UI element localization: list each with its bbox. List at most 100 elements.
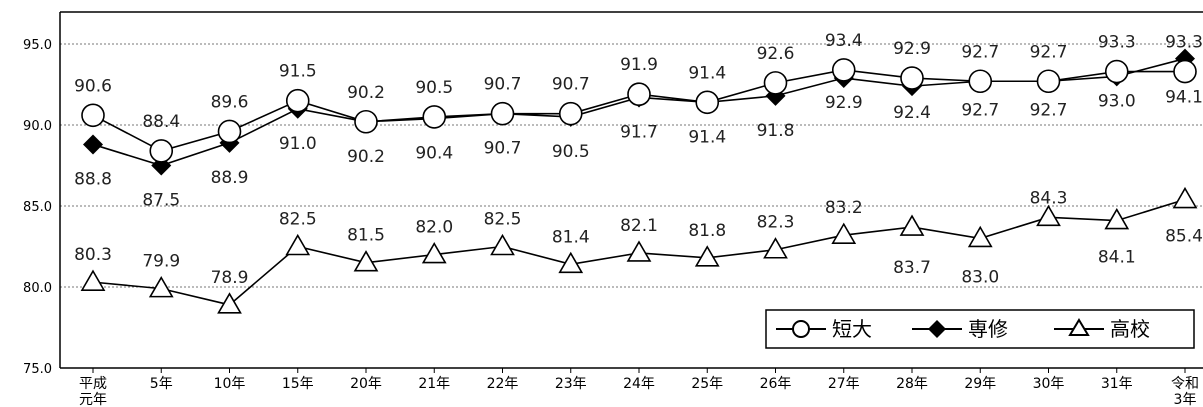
data-point-triangle: [1172, 186, 1198, 209]
data-label: 80.3: [74, 245, 112, 265]
data-point-circle: [354, 109, 378, 134]
x-tick-label-line: 20年: [350, 376, 382, 392]
data-point-circle: [217, 119, 242, 144]
y-tick-label: 90.0: [23, 119, 52, 134]
data-label: 89.6: [211, 92, 249, 112]
data-label: 91.5: [279, 62, 317, 82]
data-label: 91.9: [620, 55, 658, 75]
x-tick-label: 31年: [1101, 376, 1133, 392]
x-tick-label-line: 28年: [896, 376, 928, 392]
data-label: 90.5: [552, 142, 590, 162]
data-label: 91.4: [688, 63, 726, 83]
data-label: 82.1: [620, 216, 658, 236]
y-tick-label: 75.0: [23, 362, 52, 377]
data-point-circle: [490, 101, 515, 126]
data-point-circle: [285, 88, 310, 113]
legend-diamond-marker: [928, 320, 946, 338]
data-labels: 90.6 88.4 89.6 91.5 90.2 90.5 90.7 90.7 91.9 91.4…: [74, 31, 1203, 288]
x-tick-label: 27年: [828, 376, 860, 392]
x-tick-label-line: 22年: [487, 376, 519, 392]
data-label: 90.7: [552, 75, 590, 95]
x-tick-label-line: 23年: [555, 376, 587, 392]
data-label: 81.5: [347, 226, 385, 246]
legend-label: 短大: [832, 317, 872, 341]
data-label: 91.8: [757, 121, 795, 141]
x-tick-label: 24年: [623, 376, 655, 392]
data-point-triangle: [626, 240, 652, 262]
x-tick-label: 22年: [487, 376, 519, 392]
data-point-triangle: [967, 225, 993, 248]
x-tick-label-line: 平成: [79, 376, 107, 392]
data-label: 92.6: [757, 44, 795, 64]
legend-item-senshu: 専修: [912, 317, 1008, 341]
data-label: 82.3: [757, 213, 795, 233]
x-tick-label-line: 26年: [760, 376, 792, 392]
x-tick-label-line: 29年: [964, 376, 996, 392]
data-point-circle: [81, 103, 105, 128]
x-tick-label: 26年: [760, 376, 792, 392]
x-tick-label-line: 10年: [214, 376, 246, 392]
data-label: 83.0: [961, 267, 999, 287]
data-label: 93.0: [1098, 91, 1136, 111]
data-label: 94.1: [1165, 88, 1203, 108]
data-label: 91.7: [620, 122, 658, 142]
data-point-circle: [831, 58, 856, 82]
legend-item-koukou: 高校: [1054, 317, 1150, 341]
data-label: 93.4: [825, 31, 863, 51]
x-tick-label: 25年: [691, 376, 723, 392]
data-point-triangle: [899, 214, 925, 236]
data-label: 92.7: [1030, 42, 1068, 62]
data-label: 90.2: [347, 147, 385, 167]
x-tick-label-line: 5年: [150, 376, 173, 392]
data-label: 88.4: [142, 112, 180, 132]
data-point-circle: [422, 105, 447, 129]
x-tick-label-line: 24年: [623, 376, 655, 392]
x-tick-label: 平成元年: [79, 376, 107, 407]
data-label: 88.8: [74, 169, 112, 189]
data-label: 84.3: [1030, 188, 1068, 208]
data-label: 78.9: [211, 268, 249, 288]
data-label: 81.4: [552, 227, 590, 247]
data-label: 91.4: [688, 127, 726, 147]
y-tick-label: 80.0: [23, 281, 52, 296]
x-tick-label: 20年: [350, 376, 382, 392]
data-label: 83.7: [893, 258, 931, 278]
data-point-triangle: [217, 292, 242, 314]
x-tick-label: 15年: [282, 376, 314, 392]
data-label: 90.5: [415, 78, 453, 98]
data-point-triangle: [1036, 204, 1061, 227]
data-label: 82.5: [279, 210, 317, 230]
x-tick-label-line: 27年: [828, 376, 860, 392]
data-point-circle: [695, 90, 720, 115]
legend: 短大 専修 高校: [765, 309, 1195, 349]
x-axis-tick-labels: 平成元年 5年 10年 15年 20年 21年 22年 23年 24年 25年 26年 27年 28年 2…: [79, 376, 1199, 407]
x-tick-label: 29年: [964, 376, 996, 392]
legend-label: 専修: [968, 317, 1008, 341]
data-label: 83.2: [825, 198, 863, 218]
data-label: 88.9: [211, 168, 249, 188]
legend-circle-marker: [792, 320, 810, 338]
legend-triangle-marker: [1068, 318, 1090, 336]
data-point-circle: [558, 101, 583, 126]
data-label: 90.2: [347, 83, 385, 103]
data-point-triangle: [558, 251, 584, 274]
data-point-diamond: [83, 134, 103, 155]
data-point-circle: [1104, 59, 1129, 84]
data-label: 90.7: [484, 75, 522, 95]
x-tick-label: 21年: [418, 376, 450, 392]
data-label: 90.6: [74, 76, 112, 96]
data-point-triangle: [763, 237, 788, 259]
data-label: 84.1: [1098, 248, 1136, 268]
data-label: 82.0: [415, 218, 453, 238]
data-point-triangle: [421, 242, 447, 264]
data-point-circle: [1173, 59, 1197, 84]
data-label: 87.5: [142, 191, 180, 211]
data-point-circle: [627, 82, 651, 107]
data-point-triangle: [148, 276, 174, 298]
data-point-circle: [763, 71, 788, 95]
data-label: 92.7: [961, 100, 999, 120]
data-point-triangle: [285, 233, 311, 256]
x-tick-label: 令和 3年: [1171, 376, 1199, 407]
legend-box: [765, 309, 1195, 349]
x-tick-label-line: 25年: [691, 376, 723, 392]
